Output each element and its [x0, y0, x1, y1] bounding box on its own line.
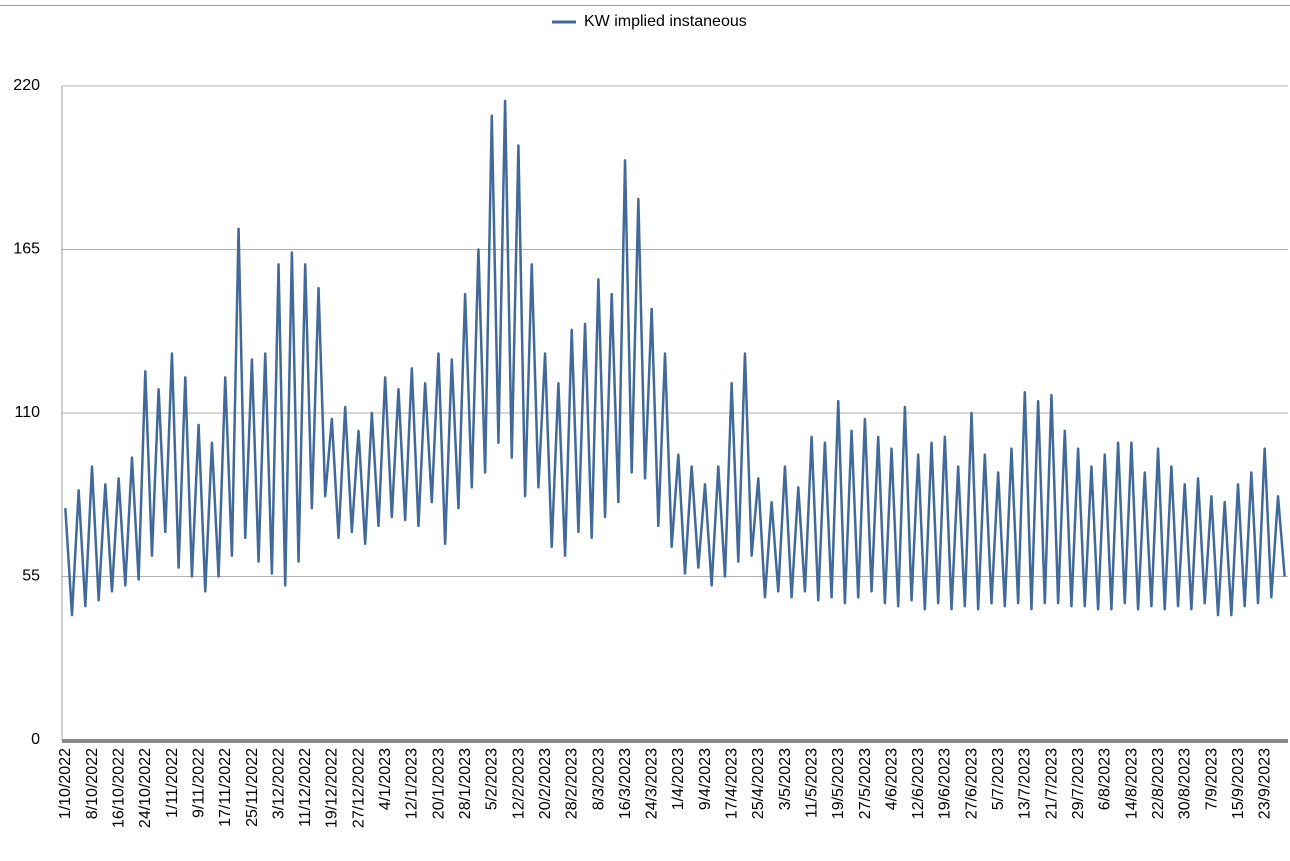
y-tick-label: 0 — [31, 731, 40, 748]
x-tick-label: 25/4/2023 — [750, 748, 767, 819]
x-tick-label: 27/5/2023 — [857, 748, 874, 819]
x-tick-label: 7/9/2023 — [1203, 748, 1220, 810]
x-tick-label: 4/6/2023 — [883, 748, 900, 810]
x-tick-label: 16/10/2022 — [111, 748, 128, 828]
x-tick-label: 30/8/2023 — [1177, 748, 1194, 819]
x-tick-label: 22/8/2023 — [1150, 748, 1167, 819]
x-tick-label: 8/3/2023 — [590, 748, 607, 810]
x-tick-label: 27/12/2022 — [350, 748, 367, 828]
x-tick-label: 12/6/2023 — [910, 748, 927, 819]
x-tick-label: 12/2/2023 — [510, 748, 527, 819]
x-tick-label: 12/1/2023 — [404, 748, 421, 819]
y-tick-label: 55 — [22, 568, 40, 585]
x-tick-label: 14/8/2023 — [1123, 748, 1140, 819]
x-tick-label: 6/8/2023 — [1097, 748, 1114, 810]
x-tick-label: 3/12/2022 — [270, 748, 287, 819]
x-tick-label: 17/4/2023 — [724, 748, 741, 819]
data-line — [64, 99, 1286, 617]
y-tick-label: 165 — [13, 241, 40, 258]
x-tick-label: 5/7/2023 — [990, 748, 1007, 810]
x-tick-label: 11/12/2022 — [297, 748, 314, 827]
x-tick-label: 28/1/2023 — [457, 748, 474, 819]
x-tick-label: 27/6/2023 — [963, 748, 980, 819]
x-tick-label: 29/7/2023 — [1070, 748, 1087, 819]
x-tick-label: 20/2/2023 — [537, 748, 554, 819]
x-tick-label: 20/1/2023 — [430, 748, 447, 819]
y-tick-label: 110 — [14, 404, 40, 421]
x-tick-label: 17/11/2022 — [217, 748, 234, 827]
x-tick-label: 1/10/2022 — [57, 748, 74, 819]
x-tick-label: 9/11/2022 — [190, 748, 207, 818]
x-tick-label: 1/4/2023 — [670, 748, 687, 810]
x-tick-label: 19/12/2022 — [324, 748, 341, 828]
x-tick-label: 1/11/2022 — [164, 748, 181, 818]
x-tick-label: 21/7/2023 — [1043, 748, 1060, 819]
legend-label: KW implied instaneous — [584, 13, 747, 30]
x-tick-label: 5/2/2023 — [484, 748, 501, 810]
x-tick-label: 11/5/2023 — [803, 748, 820, 818]
x-tick-label: 13/7/2023 — [1017, 748, 1034, 819]
x-tick-label: 16/3/2023 — [617, 748, 634, 819]
x-tick-label: 19/6/2023 — [937, 748, 954, 819]
x-tick-label: 15/9/2023 — [1230, 748, 1247, 819]
y-tick-label: 220 — [13, 77, 40, 94]
x-tick-label: 8/10/2022 — [84, 748, 101, 819]
x-tick-label: 3/5/2023 — [777, 748, 794, 810]
x-tick-label: 25/11/2022 — [244, 748, 261, 827]
x-tick-label: 23/9/2023 — [1257, 748, 1274, 819]
x-tick-label: 4/1/2023 — [377, 748, 394, 810]
x-tick-label: 28/2/2023 — [564, 748, 581, 819]
x-tick-label: 19/5/2023 — [830, 748, 847, 819]
x-tick-label: 24/10/2022 — [137, 748, 154, 828]
x-tick-label: 24/3/2023 — [644, 748, 661, 819]
x-tick-label: 9/4/2023 — [697, 748, 714, 810]
